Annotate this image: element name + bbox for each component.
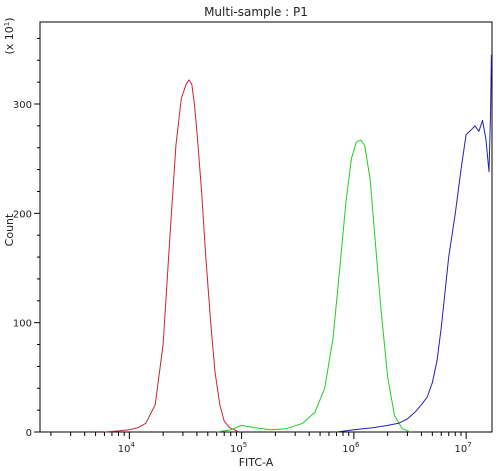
y-multiplier-prefix: (x 10 [3,26,16,54]
x-tick-base: 10 [118,444,131,455]
y-axis-ticks: 0 100 200 300 [13,37,40,439]
y-multiplier-suffix: ) [3,17,16,21]
x-tick-label: 107 [455,441,472,455]
y-tick-label: 100 [13,319,32,330]
series-line-2 [216,139,411,433]
x-tick-exp: 4 [130,441,135,449]
series-line-3 [336,54,492,433]
y-tick-label: 200 [13,209,32,220]
x-tick-base: 10 [342,444,355,455]
y-tick-label: 300 [13,100,32,111]
x-tick-label: 106 [342,441,360,455]
x-tick-base: 10 [455,444,468,455]
y-multiplier-exp: 1 [3,22,11,26]
y-tick-label: 0 [26,428,32,439]
x-tick-label: 105 [230,441,247,455]
x-tick-exp: 6 [355,441,360,449]
x-tick-exp: 7 [467,441,471,449]
plot-frame [39,21,493,433]
x-axis-ticks: 104 105 106 107 [50,432,472,455]
x-tick-base: 10 [230,444,243,455]
x-tick-exp: 5 [243,441,247,449]
chart-title: Multi-sample : P1 [204,5,308,19]
y-multiplier-label: (x 101) [3,17,16,54]
y-axis-label: Count [3,213,16,246]
series-layer [104,54,492,433]
x-tick-label: 104 [118,441,136,455]
x-axis-label: FITC-A [239,456,274,469]
series-line-1 [104,79,240,433]
